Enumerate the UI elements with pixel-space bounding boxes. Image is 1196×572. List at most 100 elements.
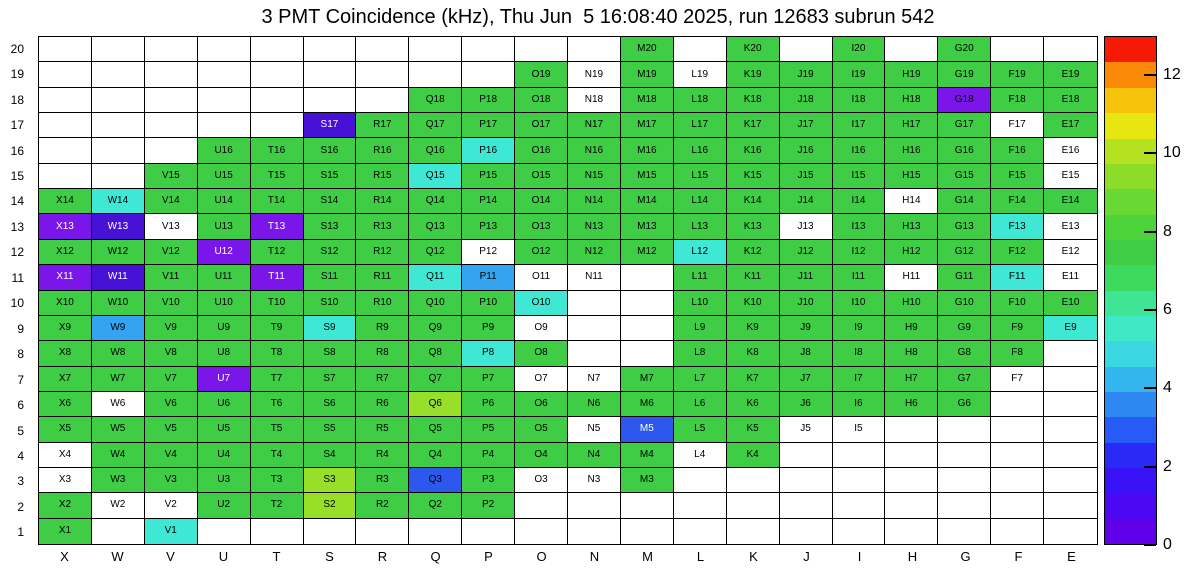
heatmap-cell: O8: [515, 341, 568, 367]
y-tick-label: 11: [11, 270, 24, 285]
heatmap-cell: K5: [726, 417, 780, 443]
colorbar-band: [1105, 265, 1156, 291]
heatmap-cell: K17: [726, 113, 780, 139]
heatmap-cell: P17: [462, 113, 516, 139]
heatmap-cell: [91, 113, 145, 139]
heatmap-cell: P16: [462, 138, 516, 164]
heatmap-cell: X14: [39, 189, 92, 215]
heatmap-cell: K18: [726, 87, 780, 114]
heatmap-cell: Q13: [409, 214, 463, 240]
heatmap-cell: R11: [356, 265, 410, 291]
heatmap-cell: R4: [356, 442, 410, 468]
heatmap-cell: N11: [568, 265, 621, 291]
heatmap-cell: J12: [779, 239, 833, 266]
heatmap-cell: F8: [991, 341, 1045, 367]
heatmap-cell: [991, 493, 1045, 519]
heatmap-cell: X8: [39, 341, 92, 367]
heatmap-cell: Q15: [409, 163, 463, 190]
heatmap-cell: W11: [91, 265, 145, 291]
heatmap-cell: [938, 417, 992, 443]
heatmap-cell: K10: [726, 290, 780, 316]
heatmap-cell: [91, 87, 145, 114]
heatmap-cell: V5: [144, 417, 198, 443]
x-tick-label: E: [1067, 549, 1076, 564]
y-tick-label: 20: [10, 41, 24, 56]
heatmap-cell: L13: [673, 214, 727, 240]
heatmap-cell: X13: [39, 214, 92, 240]
heatmap-cell: Q14: [409, 189, 463, 215]
heatmap-cell: G20: [938, 37, 992, 63]
heatmap-cell: L12: [673, 239, 727, 266]
heatmap-cell: R2: [356, 493, 410, 519]
heatmap-cell: P5: [462, 417, 516, 443]
heatmap-cell: S4: [303, 442, 357, 468]
heatmap-cell: E15: [1044, 163, 1097, 190]
heatmap-cell: S9: [303, 315, 357, 342]
y-tick-label: 7: [17, 372, 24, 387]
heatmap-cell: T9: [250, 315, 304, 342]
heatmap-cell: N7: [568, 366, 621, 392]
heatmap-cell: V2: [144, 493, 198, 519]
heatmap-cell: [515, 518, 568, 544]
heatmap-cell: H9: [885, 315, 939, 342]
heatmap-cell: P4: [462, 442, 516, 468]
heatmap-cell: X6: [39, 391, 92, 418]
heatmap-cell: P8: [462, 341, 516, 367]
heatmap-cell: O4: [515, 442, 568, 468]
heatmap-cell: W3: [91, 467, 145, 494]
heatmap-cell: O5: [515, 417, 568, 443]
heatmap-cell: P10: [462, 290, 516, 316]
heatmap-cell: H13: [885, 214, 939, 240]
heatmap-cell: U2: [197, 493, 251, 519]
x-tick-label: S: [325, 549, 334, 564]
x-tick-label: O: [536, 549, 547, 564]
heatmap-cell: P18: [462, 87, 516, 114]
heatmap-cell: K16: [726, 138, 780, 164]
colorbar-band: [1105, 113, 1156, 139]
chart-title: 3 PMT Coincidence (kHz), Thu Jun 5 16:08…: [261, 6, 935, 28]
heatmap-cell: [303, 62, 357, 88]
heatmap-cell: R15: [356, 163, 410, 190]
heatmap-cell: S3: [303, 467, 357, 494]
x-tick-label: J: [803, 549, 810, 564]
y-tick-label: 4: [17, 448, 24, 463]
heatmap-cell: [515, 37, 568, 63]
heatmap-cell: [303, 37, 357, 63]
colorbar-tick-label: 6: [1163, 301, 1172, 319]
heatmap-cell: T11: [250, 265, 304, 291]
heatmap-cell: S10: [303, 290, 357, 316]
heatmap-cell: M6: [620, 391, 674, 418]
heatmap-cell: W5: [91, 417, 145, 443]
heatmap-cell: E13: [1044, 214, 1097, 240]
heatmap-cell: T2: [250, 493, 304, 519]
heatmap-cell: L14: [673, 189, 727, 215]
heatmap-cell: M4: [620, 442, 674, 468]
heatmap-cell: V10: [144, 290, 198, 316]
heatmap-cell: [938, 442, 992, 468]
heatmap-cell: [779, 493, 833, 519]
heatmap-cell: E11: [1044, 265, 1097, 291]
heatmap-cell: E17: [1044, 113, 1097, 139]
y-tick-label: 12: [10, 245, 24, 260]
heatmap-cell: J11: [779, 265, 833, 291]
heatmap-cell: Q17: [409, 113, 463, 139]
heatmap-cell: G7: [938, 366, 992, 392]
heatmap-cell: U6: [197, 391, 251, 418]
heatmap-cell: [144, 87, 198, 114]
heatmap-cell: [620, 341, 674, 367]
heatmap-cell: [144, 138, 198, 164]
heatmap-cell: [568, 315, 621, 342]
colorbar-tick-label: 0: [1163, 536, 1172, 553]
x-tick-label: X: [60, 549, 69, 564]
heatmap-cell: I20: [832, 37, 886, 63]
heatmap-cell: N17: [568, 113, 621, 139]
heatmap-cell: X12: [39, 239, 92, 266]
heatmap-cell: [1044, 442, 1097, 468]
heatmap-cell: U7: [197, 366, 251, 392]
heatmap-cell: [250, 113, 304, 139]
heatmap-cell: S16: [303, 138, 357, 164]
heatmap-cell: L5: [673, 417, 727, 443]
heatmap-cell: I11: [832, 265, 886, 291]
